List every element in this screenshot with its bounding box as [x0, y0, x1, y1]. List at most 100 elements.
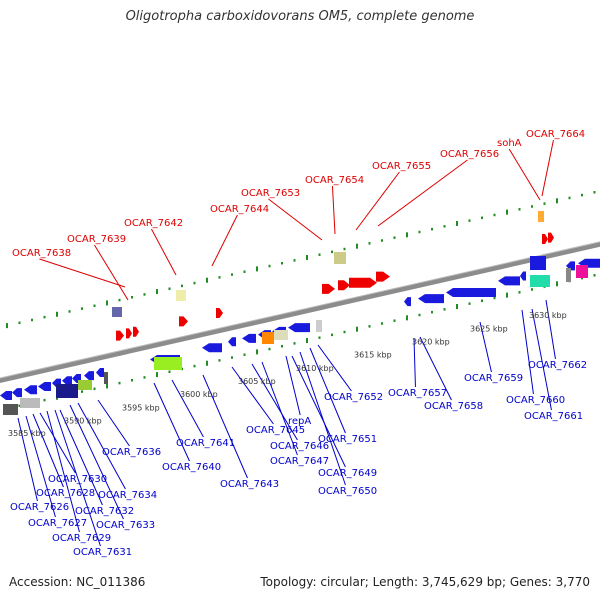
bottom-tick — [281, 344, 283, 348]
top-tick — [281, 261, 283, 265]
reverse-gene-arrow — [24, 385, 37, 395]
reverse-gene-arrow — [202, 343, 222, 353]
reverse-gene-label: OCAR_7631 — [73, 547, 132, 558]
bottom-tick — [93, 387, 96, 391]
reverse-gene-label: OCAR_7651 — [318, 434, 377, 445]
scale-label: 3595 kbp — [122, 403, 160, 412]
reverse-gene-label: OCAR_7629 — [52, 533, 111, 544]
reverse-gene-label: OCAR_7652 — [324, 392, 383, 403]
bottom-tick — [518, 291, 521, 294]
bottom-tick — [356, 326, 358, 332]
gene-feature-box — [20, 398, 40, 408]
gene-feature-box — [538, 211, 544, 222]
gene-feature-box — [274, 330, 288, 340]
reverse-gene-label: OCAR_7630 — [48, 474, 107, 485]
reverse-gene-arrow — [12, 388, 22, 398]
top-tick — [368, 242, 371, 245]
top-tick — [481, 216, 483, 220]
top-tick — [156, 289, 158, 295]
gene-feature-box — [154, 357, 182, 370]
bottom-tick — [156, 372, 158, 378]
bottom-tick — [131, 379, 133, 382]
top-tick — [581, 193, 583, 197]
reverse-gene-label: OCAR_7649 — [318, 468, 377, 479]
bottom-tick — [206, 360, 208, 366]
reverse-gene-arrow — [38, 381, 51, 391]
top-tick — [18, 321, 21, 325]
top-tick — [443, 225, 446, 228]
top-label-leader — [151, 228, 177, 276]
top-tick — [493, 213, 496, 217]
reverse-gene-label: OCAR_7632 — [75, 506, 134, 517]
top-tick — [406, 232, 408, 238]
bottom-label-leader — [291, 355, 346, 468]
reverse-gene-label: OCAR_7643 — [220, 479, 279, 490]
reverse-gene-arrow — [96, 368, 104, 378]
scale-label: 3605 kbp — [238, 377, 276, 386]
reverse-gene-label: OCAR_7626 — [10, 502, 69, 513]
top-tick — [181, 284, 183, 288]
reverse-gene-arrow — [62, 376, 72, 386]
bottom-tick — [106, 383, 108, 389]
top-label-leader — [541, 139, 554, 197]
forward-gene-label: OCAR_7639 — [67, 234, 126, 245]
backbone-band — [0, 241, 600, 383]
forward-gene-arrow — [216, 307, 223, 318]
bottom-tick — [406, 315, 408, 321]
forward-gene-arrow — [338, 280, 350, 291]
forward-gene-label: OCAR_7644 — [210, 204, 269, 215]
bottom-tick — [318, 336, 321, 339]
bottom-tick — [231, 356, 233, 359]
bottom-label-leader — [171, 379, 204, 438]
top-label-leader — [508, 148, 541, 201]
forward-gene-arrow — [179, 316, 188, 327]
bottom-label-leader — [54, 409, 101, 547]
reverse-gene-label: OCAR_7636 — [102, 447, 161, 458]
bottom-tick — [143, 376, 146, 379]
bottom-label-leader — [97, 399, 130, 447]
bottom-tick — [268, 347, 271, 351]
scale-label: 3630 kbp — [529, 311, 567, 320]
genome-summary-text: Topology: circular; Length: 3,745,629 bp… — [260, 575, 590, 589]
reverse-gene-label: OCAR_7650 — [318, 486, 377, 497]
bottom-label-leader — [521, 309, 534, 395]
forward-gene-arrow — [322, 283, 335, 294]
bottom-tick — [18, 404, 21, 408]
top-tick — [193, 281, 196, 285]
bottom-label-leader — [17, 417, 38, 502]
top-label-leader — [94, 244, 129, 301]
top-label-leader — [268, 198, 323, 241]
bottom-tick — [256, 349, 258, 355]
bottom-tick — [431, 310, 433, 314]
bottom-label-leader — [261, 361, 298, 456]
reverse-gene-arrow — [418, 294, 444, 304]
forward-gene-arrow — [548, 232, 554, 243]
top-tick — [456, 220, 458, 226]
top-tick — [556, 198, 558, 204]
reverse-gene-arrow — [228, 337, 236, 347]
gene-feature-box — [3, 404, 18, 415]
reverse-gene-label: OCAR_7662 — [528, 360, 587, 371]
top-tick — [431, 227, 433, 231]
gene-features — [0, 211, 600, 415]
gene-feature-box — [316, 320, 322, 332]
bottom-tick — [293, 342, 296, 345]
bottom-tick — [381, 322, 383, 325]
top-tick — [231, 273, 233, 276]
bottom-tick — [118, 381, 121, 385]
gene-feature-box — [112, 307, 122, 317]
bottom-tick — [481, 299, 483, 303]
top-tick — [381, 239, 383, 242]
bottom-tick — [43, 398, 46, 402]
top-tick — [218, 276, 221, 279]
top-tick — [318, 253, 321, 256]
forward-gene-arrow — [542, 233, 548, 244]
bottom-tick — [581, 276, 583, 280]
tick-marks — [6, 191, 596, 412]
top-label-leader — [211, 214, 238, 267]
forward-gene-label: OCAR_7638 — [12, 248, 71, 259]
forward-gene-arrow — [116, 330, 124, 341]
bottom-label-leader — [39, 412, 76, 474]
reverse-gene-label: repA — [288, 416, 311, 427]
bottom-label-leader — [419, 336, 452, 401]
